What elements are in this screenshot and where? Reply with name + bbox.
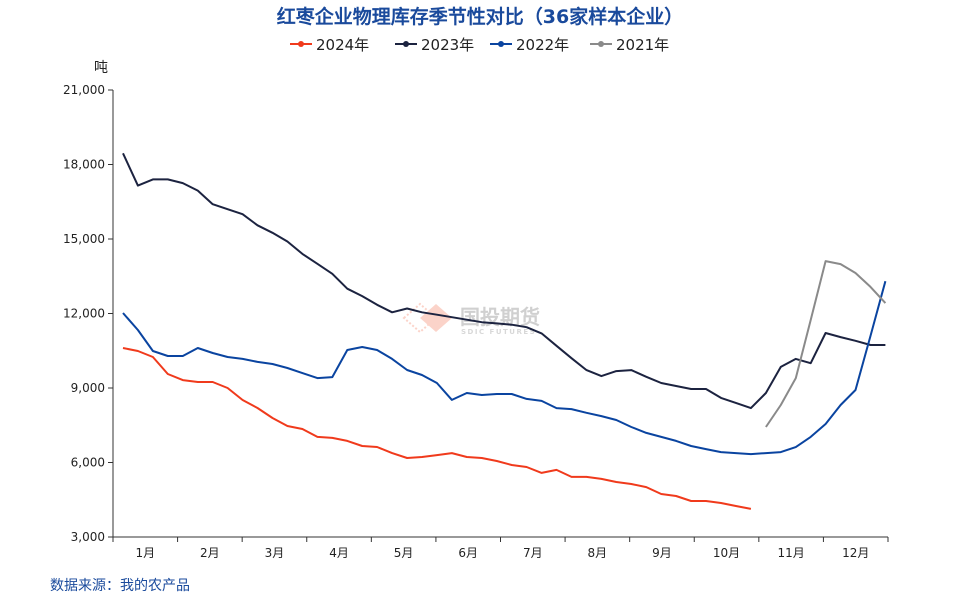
watermark-en: SDIC FUTURES — [461, 328, 536, 336]
x-tick-label: 10月 — [713, 546, 740, 560]
y-tick-label: 12,000 — [63, 307, 105, 321]
y-tick-label: 9,000 — [71, 381, 105, 395]
legend-marker — [298, 41, 304, 47]
x-tick-label: 8月 — [588, 546, 608, 560]
x-tick-label: 4月 — [329, 546, 349, 560]
watermark-logo-icon — [402, 302, 452, 334]
x-tick-label: 9月 — [652, 546, 672, 560]
legend-label: 2022年 — [516, 36, 569, 54]
legend-label: 2021年 — [616, 36, 669, 54]
x-tick-label: 6月 — [458, 546, 478, 560]
x-tick-label: 12月 — [842, 546, 869, 560]
x-tick-label: 5月 — [394, 546, 414, 560]
y-tick-label: 15,000 — [63, 232, 105, 246]
x-tick-label: 3月 — [265, 546, 285, 560]
legend-label: 2023年 — [421, 36, 474, 54]
y-tick-label: 18,000 — [63, 158, 105, 172]
x-tick-label: 7月 — [523, 546, 543, 560]
watermark-cn: 国投期货 — [460, 305, 540, 329]
y-tick-label: 6,000 — [71, 456, 105, 470]
legend-marker — [403, 41, 409, 47]
x-tick-label: 11月 — [777, 546, 804, 560]
series-line-2022年 — [122, 280, 887, 456]
series-line-2023年 — [122, 152, 886, 410]
y-tick-label: 21,000 — [63, 83, 105, 97]
y-tick-label: 3,000 — [71, 530, 105, 544]
legend-label: 2024年 — [316, 36, 369, 54]
legend-marker — [598, 41, 604, 47]
data-source: 数据来源：我的农产品 — [50, 578, 190, 594]
series-line-2021年 — [765, 260, 887, 428]
legend-marker — [498, 41, 504, 47]
chart-title: 红枣企业物理库存季节性对比（36家样本企业） — [277, 5, 683, 28]
x-tick-label: 1月 — [135, 546, 155, 560]
x-tick-label: 2月 — [200, 546, 220, 560]
legend: 2024年 2023年 2022年 2021年 — [290, 36, 669, 54]
series-line-2024年 — [122, 347, 752, 510]
y-axis-unit: 吨 — [94, 60, 108, 76]
watermark: 国投期货 SDIC FUTURES — [402, 302, 540, 336]
